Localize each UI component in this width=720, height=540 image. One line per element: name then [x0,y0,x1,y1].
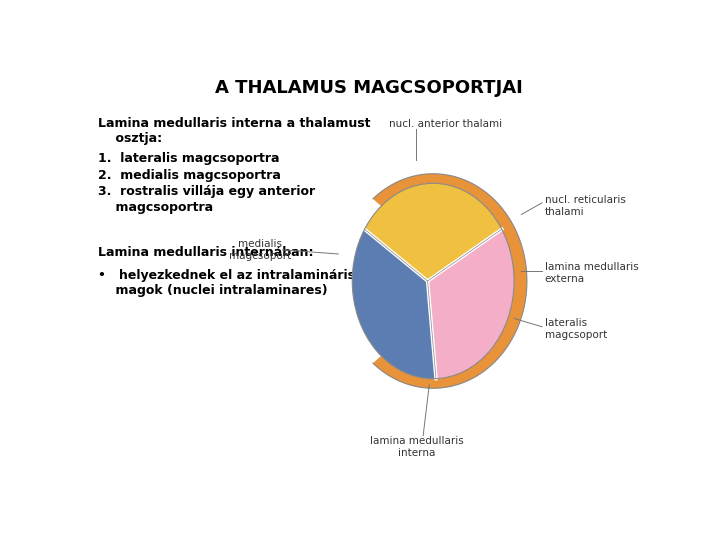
Polygon shape [428,230,514,379]
Text: •   helyezkednek el az intralamináris: • helyezkednek el az intralamináris [99,268,356,281]
Text: nucl. anterior thalami: nucl. anterior thalami [389,119,502,129]
Text: 2.  medialis magcsoportra: 2. medialis magcsoportra [99,168,282,182]
Polygon shape [364,183,502,281]
Text: magok (nuclei intralaminares): magok (nuclei intralaminares) [99,284,328,297]
Text: lamina medullaris
interna: lamina medullaris interna [369,436,463,458]
Text: Lamina medullaris interna a thalamust: Lamina medullaris interna a thalamust [99,117,371,130]
Text: lamina medullaris
externa: lamina medullaris externa [545,261,639,284]
Polygon shape [373,174,527,388]
Text: lateralis
magcsoport: lateralis magcsoport [545,318,607,340]
Text: osztja:: osztja: [99,132,163,145]
Polygon shape [352,230,436,379]
Text: medialis
magcsoport: medialis magcsoport [229,239,292,261]
Text: A THALAMUS MAGCSOPORTJAI: A THALAMUS MAGCSOPORTJAI [215,79,523,97]
Text: 1.  lateralis magcsoportra: 1. lateralis magcsoportra [99,152,280,165]
Text: magcsoportra: magcsoportra [99,201,214,214]
Text: 3.  rostralis villája egy anterior: 3. rostralis villája egy anterior [99,185,315,198]
Text: Lamina medullaris internában:: Lamina medullaris internában: [99,246,314,259]
Text: nucl. reticularis
thalami: nucl. reticularis thalami [545,195,626,218]
